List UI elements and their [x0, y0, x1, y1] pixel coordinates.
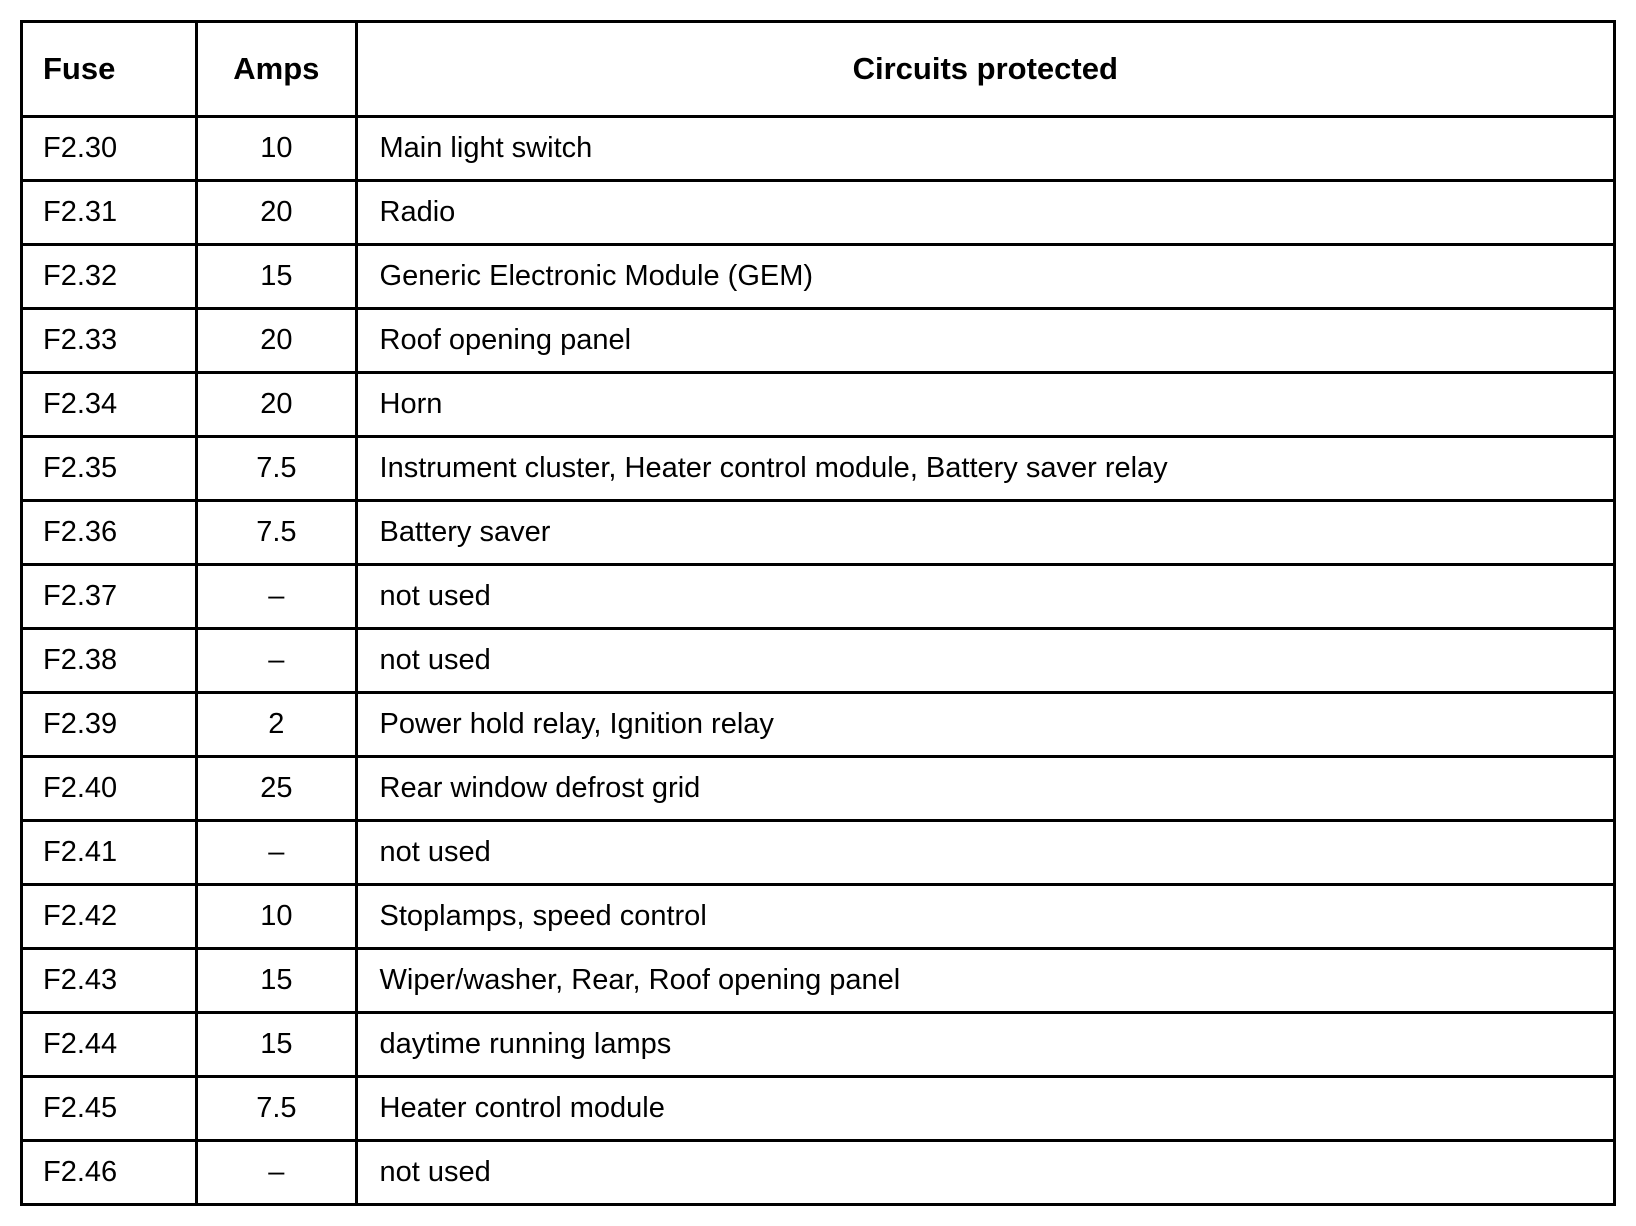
cell-amps: 15 — [197, 1013, 356, 1077]
cell-amps: – — [197, 629, 356, 693]
header-circuits: Circuits protected — [356, 22, 1614, 117]
cell-amps: 7.5 — [197, 501, 356, 565]
table-row: F2.3215Generic Electronic Module (GEM) — [22, 245, 1615, 309]
cell-circuits: Roof opening panel — [356, 309, 1614, 373]
cell-amps: 15 — [197, 949, 356, 1013]
cell-fuse: F2.40 — [22, 757, 197, 821]
cell-amps: 20 — [197, 309, 356, 373]
table-row: F2.41–not used — [22, 821, 1615, 885]
cell-amps: 20 — [197, 373, 356, 437]
fuse-table: Fuse Amps Circuits protected F2.3010Main… — [20, 20, 1616, 1206]
cell-fuse: F2.46 — [22, 1141, 197, 1205]
header-fuse: Fuse — [22, 22, 197, 117]
cell-fuse: F2.44 — [22, 1013, 197, 1077]
table-row: F2.3010Main light switch — [22, 117, 1615, 181]
cell-fuse: F2.42 — [22, 885, 197, 949]
cell-circuits: Power hold relay, Ignition relay — [356, 693, 1614, 757]
table-row: F2.367.5Battery saver — [22, 501, 1615, 565]
cell-circuits: not used — [356, 565, 1614, 629]
table-row: F2.38–not used — [22, 629, 1615, 693]
cell-circuits: not used — [356, 1141, 1614, 1205]
table-row: F2.46–not used — [22, 1141, 1615, 1205]
table-row: F2.457.5Heater control module — [22, 1077, 1615, 1141]
cell-circuits: not used — [356, 629, 1614, 693]
table-body: F2.3010Main light switchF2.3120RadioF2.3… — [22, 117, 1615, 1205]
cell-circuits: Radio — [356, 181, 1614, 245]
table-header-row: Fuse Amps Circuits protected — [22, 22, 1615, 117]
cell-amps: 10 — [197, 885, 356, 949]
cell-amps: 25 — [197, 757, 356, 821]
cell-circuits: daytime running lamps — [356, 1013, 1614, 1077]
cell-fuse: F2.38 — [22, 629, 197, 693]
cell-fuse: F2.30 — [22, 117, 197, 181]
cell-circuits: Main light switch — [356, 117, 1614, 181]
cell-circuits: not used — [356, 821, 1614, 885]
cell-amps: – — [197, 565, 356, 629]
cell-circuits: Rear window defrost grid — [356, 757, 1614, 821]
cell-fuse: F2.32 — [22, 245, 197, 309]
header-amps: Amps — [197, 22, 356, 117]
table-row: F2.37–not used — [22, 565, 1615, 629]
cell-amps: 7.5 — [197, 1077, 356, 1141]
cell-fuse: F2.45 — [22, 1077, 197, 1141]
cell-fuse: F2.41 — [22, 821, 197, 885]
cell-circuits: Wiper/washer, Rear, Roof opening panel — [356, 949, 1614, 1013]
table-row: F2.4415daytime running lamps — [22, 1013, 1615, 1077]
table-header: Fuse Amps Circuits protected — [22, 22, 1615, 117]
cell-amps: – — [197, 1141, 356, 1205]
cell-circuits: Horn — [356, 373, 1614, 437]
cell-amps: 10 — [197, 117, 356, 181]
cell-fuse: F2.39 — [22, 693, 197, 757]
cell-fuse: F2.35 — [22, 437, 197, 501]
cell-amps: 20 — [197, 181, 356, 245]
cell-fuse: F2.43 — [22, 949, 197, 1013]
table-row: F2.4025Rear window defrost grid — [22, 757, 1615, 821]
table-row: F2.3420 Horn — [22, 373, 1615, 437]
cell-circuits: Heater control module — [356, 1077, 1614, 1141]
cell-fuse: F2.37 — [22, 565, 197, 629]
table-row: F2.357.5Instrument cluster, Heater contr… — [22, 437, 1615, 501]
cell-circuits: Instrument cluster, Heater control modul… — [356, 437, 1614, 501]
table-row: F2.3120Radio — [22, 181, 1615, 245]
cell-fuse: F2.31 — [22, 181, 197, 245]
cell-amps: 2 — [197, 693, 356, 757]
cell-amps: 15 — [197, 245, 356, 309]
cell-circuits: Battery saver — [356, 501, 1614, 565]
cell-circuits: Generic Electronic Module (GEM) — [356, 245, 1614, 309]
cell-fuse: F2.33 — [22, 309, 197, 373]
table-row: F2.392Power hold relay, Ignition relay — [22, 693, 1615, 757]
cell-amps: 7.5 — [197, 437, 356, 501]
cell-circuits: Stoplamps, speed control — [356, 885, 1614, 949]
table-row: F2.4315Wiper/washer, Rear, Roof opening … — [22, 949, 1615, 1013]
cell-amps: – — [197, 821, 356, 885]
cell-fuse: F2.36 — [22, 501, 197, 565]
cell-fuse: F2.34 — [22, 373, 197, 437]
table-row: F2.3320 Roof opening panel — [22, 309, 1615, 373]
table-row: F2.4210Stoplamps, speed control — [22, 885, 1615, 949]
